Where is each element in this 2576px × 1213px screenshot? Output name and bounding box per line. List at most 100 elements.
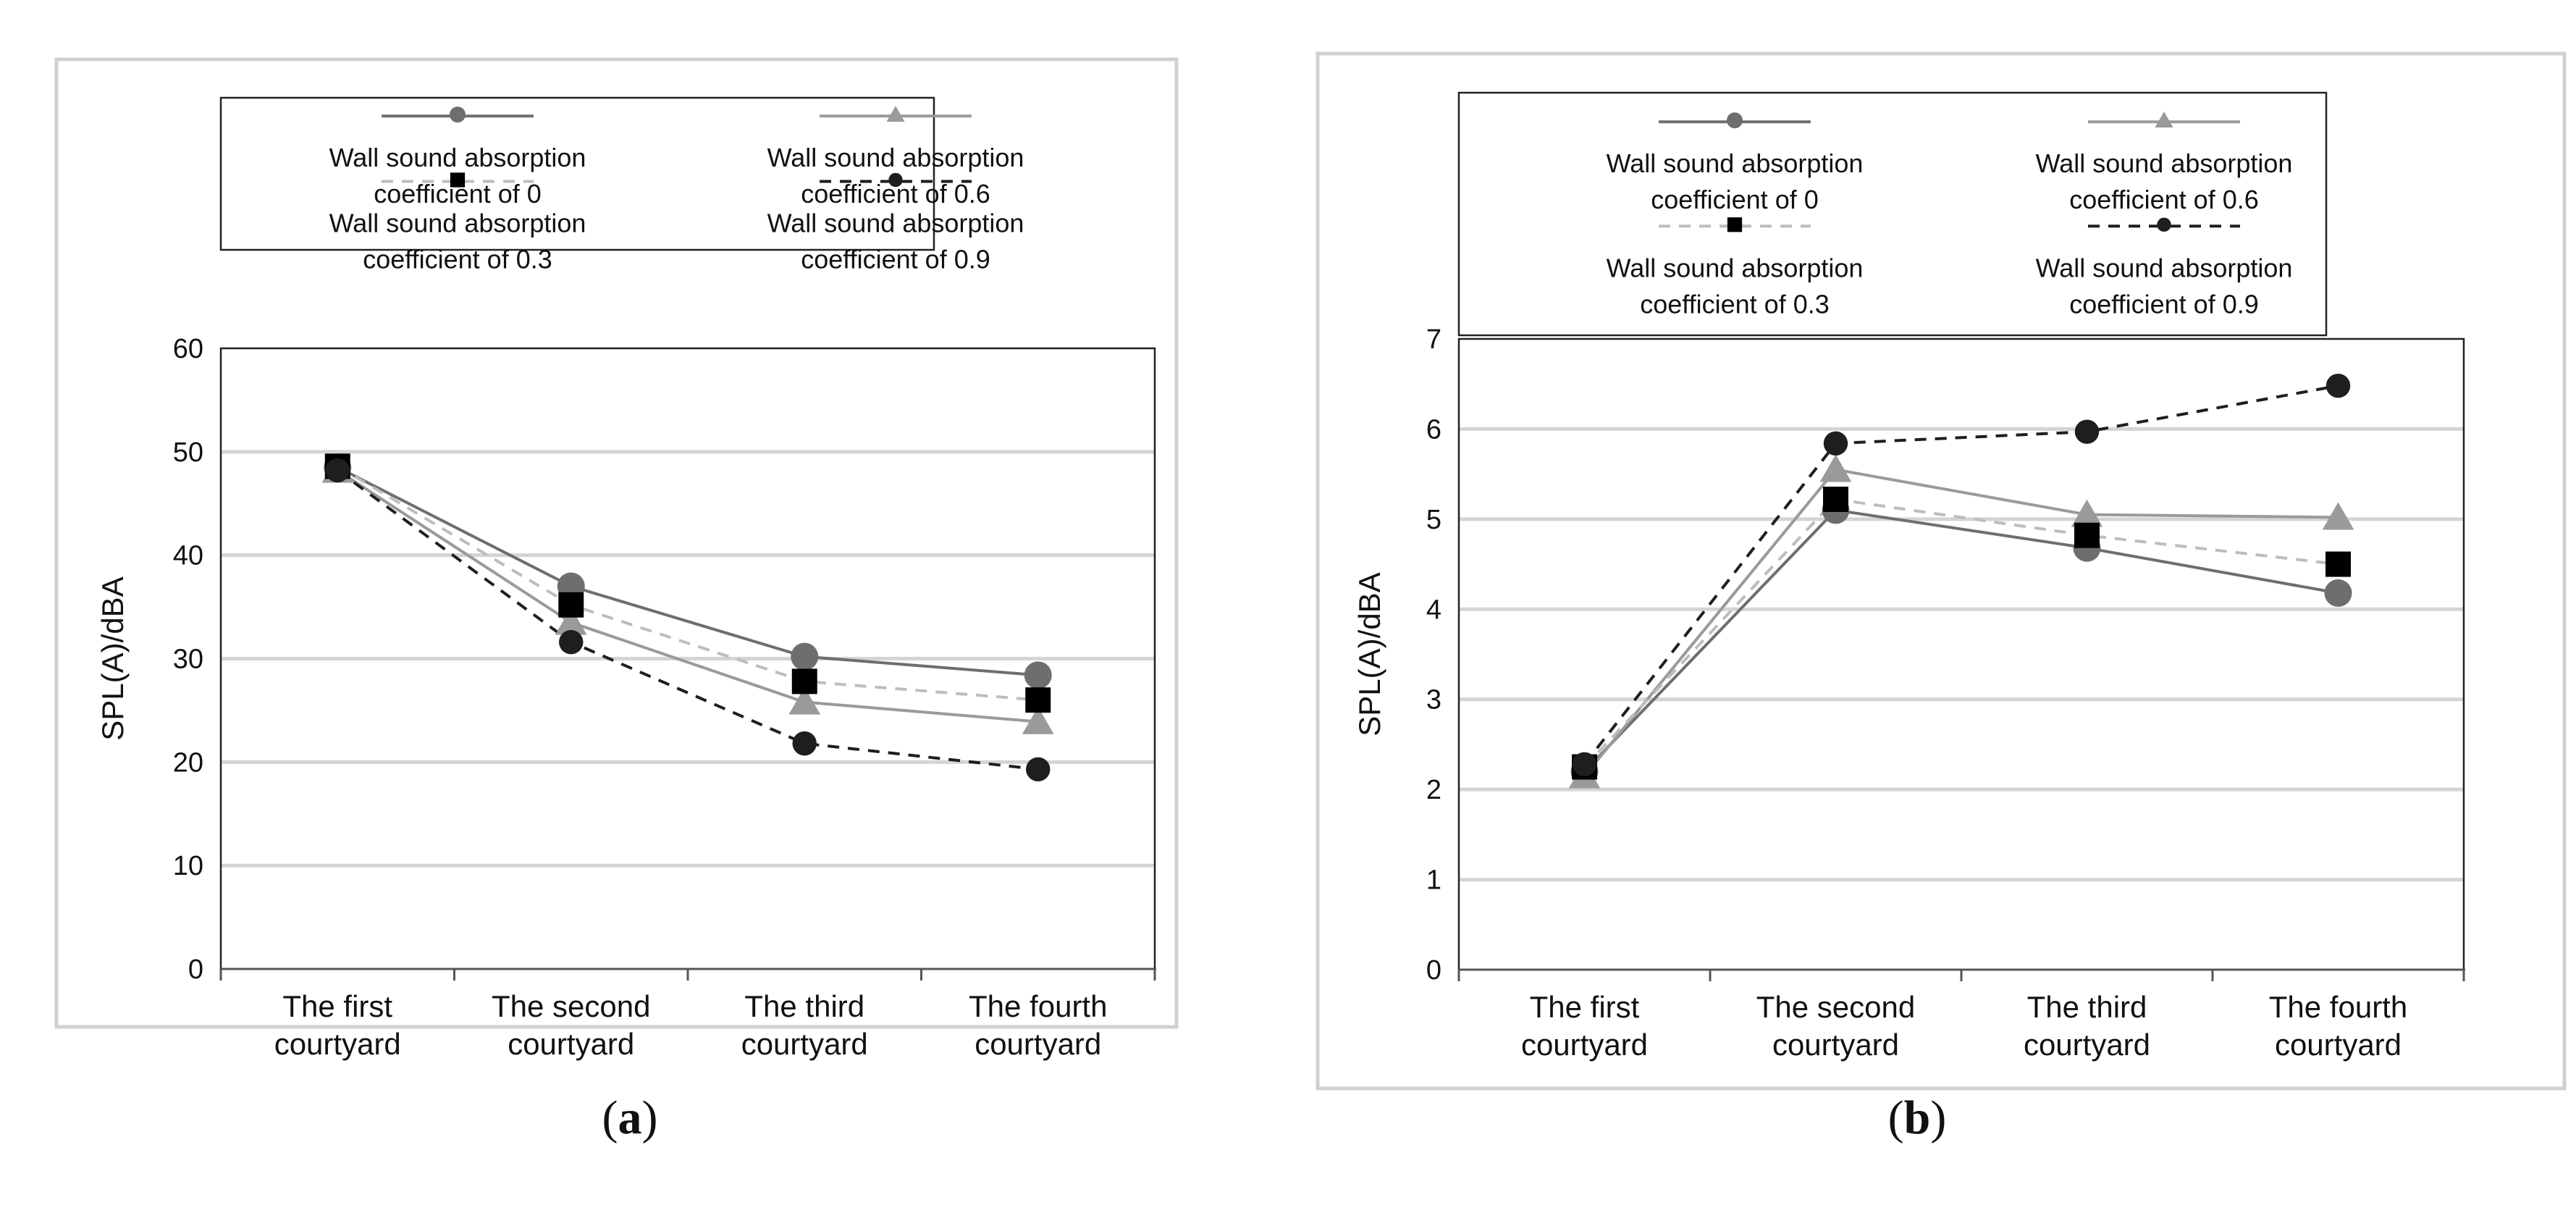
x-tick-label: The fourth xyxy=(2269,990,2407,1024)
legend-label: Wall sound absorption xyxy=(2036,148,2293,178)
x-tick-label: courtyard xyxy=(1772,1028,1899,1062)
caption-paren: ) xyxy=(1930,1091,1946,1144)
legend-label: Wall sound absorption xyxy=(329,209,586,238)
caption-letter: b xyxy=(1904,1091,1931,1144)
x-tick-label: courtyard xyxy=(741,1027,868,1061)
chart-b: 0 1 2 3 4 5 6 7 The first courtyard The second cour… xyxy=(1316,51,2567,1144)
data-point xyxy=(2324,579,2352,607)
chart-a: 0 10 20 30 40 50 60 The first courtyard The secon… xyxy=(54,57,1179,1144)
legend-swatch-marker xyxy=(886,106,905,122)
y-tick-label: 2 xyxy=(1426,775,1441,805)
y-tick-label: 7 xyxy=(1426,324,1441,355)
x-tick-label: The second xyxy=(492,989,650,1023)
x-tick-label: courtyard xyxy=(508,1027,634,1061)
data-point xyxy=(1022,706,1054,734)
data-point xyxy=(2074,522,2100,548)
chart-caption: (b) xyxy=(1888,1091,1947,1144)
x-tick-label: courtyard xyxy=(2275,1028,2402,1062)
x-tick-label: courtyard xyxy=(274,1027,401,1061)
y-tick-label: 30 xyxy=(173,645,203,675)
x-tick-label: courtyard xyxy=(1521,1028,1648,1062)
data-point xyxy=(2325,551,2351,577)
series-line xyxy=(1583,508,2339,773)
caption-paren: ( xyxy=(602,1091,618,1144)
legend-box xyxy=(1457,91,2328,337)
y-tick-label: 0 xyxy=(1426,955,1441,986)
data-point xyxy=(555,607,587,635)
legend-swatch-marker xyxy=(2157,217,2171,232)
y-tick-label: 10 xyxy=(173,851,203,881)
data-point xyxy=(1572,752,1597,777)
y-tick-label: 20 xyxy=(173,747,203,778)
data-point xyxy=(1025,687,1051,713)
legend-swatch-marker xyxy=(450,172,466,188)
legend-swatch-marker xyxy=(2155,112,2173,128)
data-point xyxy=(791,668,817,694)
y-tick-label: 40 xyxy=(173,541,203,571)
series-line xyxy=(337,466,1038,677)
series-line xyxy=(1583,468,2339,777)
y-tick-label: 5 xyxy=(1426,505,1441,535)
y-tick-label: 3 xyxy=(1426,685,1441,715)
legend-label: Wall sound absorption xyxy=(329,143,586,172)
x-tick-label: The first xyxy=(1530,990,1640,1024)
series-line xyxy=(1583,384,2339,765)
series-line xyxy=(1583,498,2339,768)
x-tick-label: The third xyxy=(744,989,864,1023)
y-axis-label: SPL(A)/dBA xyxy=(96,576,130,740)
data-point xyxy=(791,642,819,671)
y-tick-label: 4 xyxy=(1426,595,1441,625)
series-line xyxy=(337,469,1038,723)
caption-letter: a xyxy=(618,1091,642,1144)
legend-label: Wall sound absorption xyxy=(1607,253,1864,282)
data-point xyxy=(792,731,817,756)
legend-swatch-marker xyxy=(1727,217,1743,232)
legend-label: Wall sound absorption xyxy=(1607,148,1864,178)
legend-label: Wall sound absorption xyxy=(2036,253,2293,282)
legend-label: Wall sound absorption xyxy=(767,143,1024,172)
chart-frame xyxy=(54,57,1179,1029)
data-point xyxy=(2325,373,2351,398)
y-tick-label: 0 xyxy=(188,954,203,985)
y-tick-label: 50 xyxy=(173,437,203,468)
data-point xyxy=(1823,487,1848,512)
data-point xyxy=(1819,454,1852,482)
y-tick-label: 1 xyxy=(1426,865,1441,896)
legend-label: Wall sound absorption xyxy=(767,209,1024,238)
series-line xyxy=(337,465,1038,702)
x-tick-label: The second xyxy=(1756,990,1915,1024)
x-tick-label: The first xyxy=(282,989,392,1023)
chart-caption: (a) xyxy=(602,1091,658,1144)
x-tick-label: The fourth xyxy=(969,989,1107,1023)
legend-box xyxy=(219,96,935,251)
data-point xyxy=(788,687,821,715)
legend-label: coefficient of 0.9 xyxy=(2069,289,2259,319)
data-point xyxy=(558,592,584,618)
x-tick-label: courtyard xyxy=(975,1027,1101,1061)
legend-label: coefficient of 0.3 xyxy=(1640,289,1830,319)
data-point xyxy=(325,458,350,483)
legend-label: coefficient of 0.3 xyxy=(363,245,552,274)
x-tick-label: courtyard xyxy=(2024,1028,2150,1062)
legend-swatch-marker xyxy=(888,172,903,188)
caption-paren: ( xyxy=(1888,1091,1904,1144)
chart-frame xyxy=(1316,51,2567,1091)
series-line xyxy=(337,469,1038,771)
y-tick-label: 6 xyxy=(1426,414,1441,445)
y-axis-label: SPL(A)/dBA xyxy=(1352,572,1386,736)
data-point xyxy=(1823,431,1848,456)
data-point xyxy=(2074,419,2100,444)
legend-swatch-marker xyxy=(450,106,466,123)
caption-paren: ) xyxy=(642,1091,658,1144)
data-point xyxy=(1024,661,1052,689)
x-tick-label: The third xyxy=(2027,990,2147,1024)
data-point xyxy=(1026,757,1051,782)
plot-frame xyxy=(1457,337,2465,971)
legend-label: coefficient of 0.6 xyxy=(2069,185,2259,214)
data-point xyxy=(2071,499,2103,527)
legend-label: coefficient of 0 xyxy=(1651,185,1819,214)
data-point xyxy=(2322,502,2354,530)
legend-swatch-marker xyxy=(1727,112,1743,129)
legend-label: coefficient of 0.9 xyxy=(801,245,990,274)
